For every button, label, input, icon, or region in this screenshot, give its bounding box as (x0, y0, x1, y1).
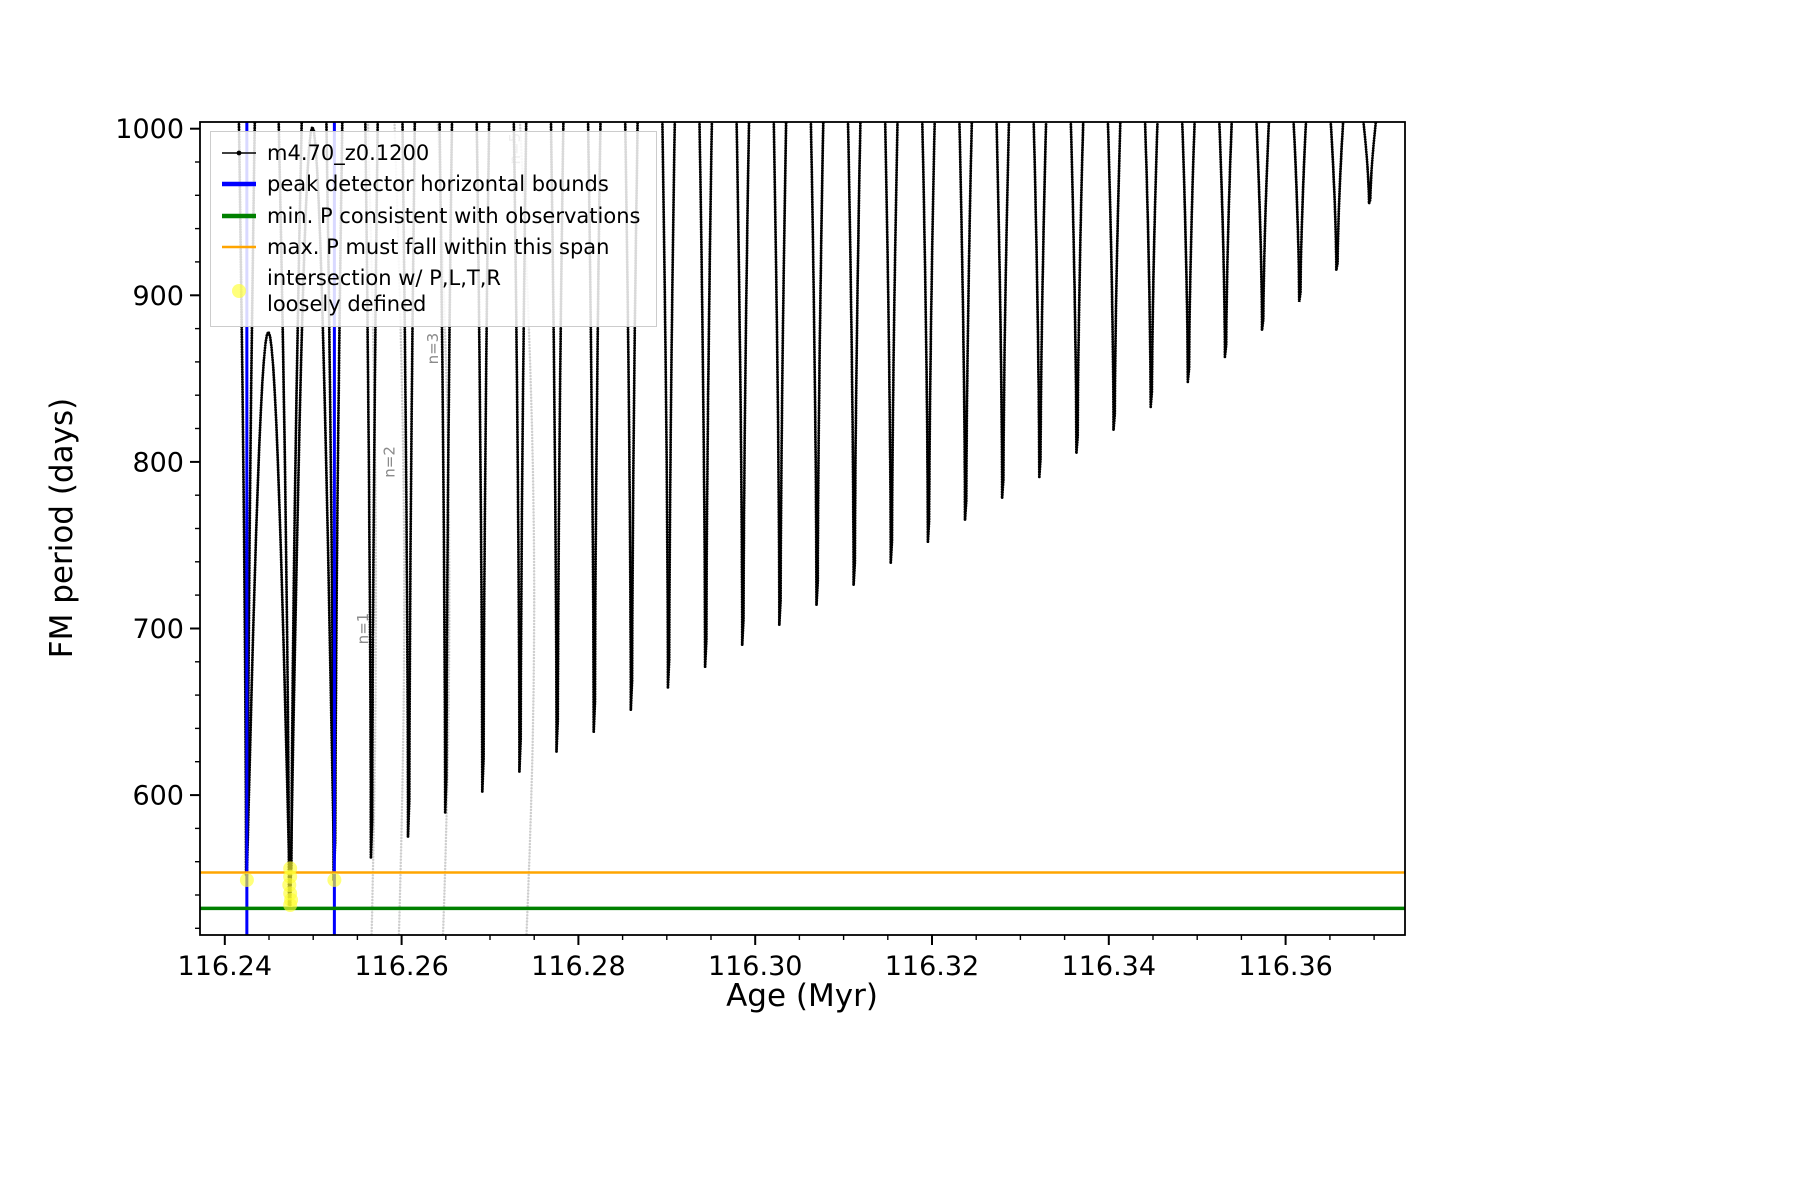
series-hump (288, 122, 336, 907)
series-dip (846, 122, 862, 586)
series-dip (1143, 122, 1159, 408)
y-tick-label: 1000 (115, 114, 184, 145)
series-dip (1362, 122, 1378, 205)
legend-marker-line-dot-icon (221, 144, 257, 162)
legend-label: peak detector horizontal bounds (267, 172, 609, 197)
series-dip (1329, 122, 1345, 271)
legend-entry-2: min. P consistent with observations (221, 203, 640, 229)
legend-label: m4.70_z0.1200 (267, 141, 430, 165)
series-hump (245, 328, 292, 907)
series-dip (995, 122, 1011, 499)
y-tick-label: 800 (132, 447, 184, 478)
mode-label: n=3 (424, 333, 442, 365)
legend-entry-0: m4.70_z0.1200 (221, 140, 640, 166)
series-dip (735, 122, 751, 646)
mode-label: n=2 (381, 446, 399, 478)
series-dip (661, 122, 677, 689)
legend-label: intersection w/ P,L,T,R loosely defined (267, 266, 501, 317)
legend-marker-thick-line-icon (221, 207, 257, 225)
y-tick-label: 700 (132, 614, 184, 645)
series-dip (1106, 122, 1122, 431)
x-tick-label: 116.28 (531, 951, 625, 982)
series-dip (512, 122, 528, 772)
legend-marker-thick-line-icon (221, 175, 257, 193)
y-tick-label: 900 (132, 281, 184, 312)
legend-marker-dot-icon (221, 282, 257, 300)
series-dip (549, 122, 565, 752)
legend-label: min. P consistent with observations (267, 203, 641, 228)
intersection-marker (283, 898, 298, 912)
series-dip (401, 122, 417, 837)
mode-label: n=1 (354, 613, 372, 645)
x-tick-label: 116.30 (708, 951, 802, 982)
x-tick-label: 116.36 (1238, 951, 1332, 982)
series-dip (1217, 122, 1234, 358)
y-axis-label: FM period (days) (44, 398, 80, 658)
series-dip (1032, 122, 1048, 477)
series-dip (883, 122, 899, 564)
series-dip (438, 122, 454, 814)
legend-entry-4: intersection w/ P,L,T,R loosely defined (221, 265, 640, 318)
legend-label: max. P must fall within this span (267, 234, 610, 259)
legend-entry-3: max. P must fall within this span (221, 234, 640, 260)
series-dip (1180, 122, 1196, 383)
x-tick-label: 116.34 (1062, 951, 1156, 982)
x-axis-label: Age (Myr) (726, 978, 878, 1014)
series-dip (1069, 122, 1085, 454)
x-tick-label: 116.26 (354, 951, 448, 982)
intersection-marker (239, 873, 254, 887)
series-dip (809, 122, 825, 606)
series-dip (475, 122, 491, 792)
series-dip (958, 122, 974, 521)
x-tick-label: 116.24 (178, 951, 272, 982)
axes-layer: 116.24 116.26 116.28 116.30 116.32 116.34 116.… (115, 114, 1406, 982)
x-tick-label: 116.32 (885, 951, 979, 982)
legend-marker-line-icon (221, 238, 257, 256)
series-dip (1255, 122, 1271, 331)
series-dip (698, 122, 714, 667)
y-tick-label: 600 (132, 781, 184, 812)
series-dip (363, 122, 380, 859)
series-dip (920, 122, 937, 542)
intersection-marker (327, 873, 342, 887)
series-dip (772, 122, 788, 626)
legend-entry-1: peak detector horizontal bounds (221, 171, 640, 197)
series-dip (1292, 122, 1308, 303)
